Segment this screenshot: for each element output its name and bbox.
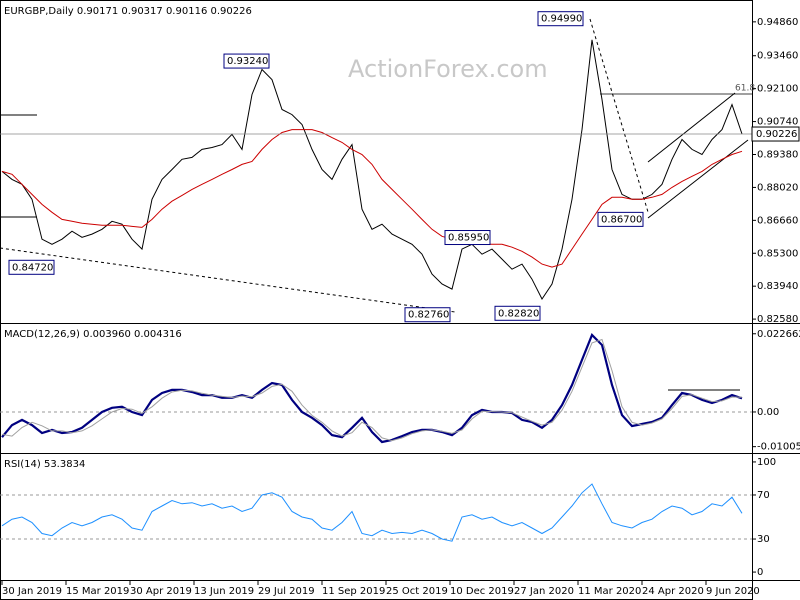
annotation-box xyxy=(494,305,541,321)
y-tick-label: -0.010052 xyxy=(757,442,800,453)
y-tick-label: 70 xyxy=(757,490,770,501)
y-tick-label: 0.00 xyxy=(757,407,779,418)
channel-line xyxy=(647,139,749,219)
annotation-label: 0.94990 xyxy=(541,14,582,25)
x-tick-label: 13 Jun 2019 xyxy=(194,586,254,597)
y-tick-label: 0.88020 xyxy=(757,182,798,193)
x-tick-label: 11 Sep 2019 xyxy=(322,586,385,597)
annotation-label: 0.85950 xyxy=(448,233,489,244)
annotation-box xyxy=(223,53,270,69)
current-price-box xyxy=(751,126,800,142)
channel-line xyxy=(647,92,736,163)
y-tick-label: 0.86660 xyxy=(757,215,798,226)
x-tick-label: 27 Jan 2020 xyxy=(514,586,574,597)
y-tick-label: 0 xyxy=(757,567,763,578)
x-tick-label: 25 Oct 2019 xyxy=(386,586,448,597)
plot-frame xyxy=(0,0,753,600)
annotation-label: 0.82820 xyxy=(498,308,539,319)
y-tick-label: 30 xyxy=(757,534,770,545)
y-tick-label: 0.82580 xyxy=(757,314,798,325)
panel-title: EURGBP,Daily 0.90171 0.90317 0.90116 0.9… xyxy=(4,6,252,17)
annotation-label: 0.82760 xyxy=(408,310,449,321)
y-tick-label: 0.022662 xyxy=(757,329,800,340)
x-tick-label: 15 Mar 2019 xyxy=(66,586,129,597)
trend-line xyxy=(0,247,456,313)
annotation-box xyxy=(8,259,55,275)
y-tick-label: 0.83940 xyxy=(757,281,798,292)
panel-title: MACD(12,26,9) 0.003960 0.004316 xyxy=(4,329,182,340)
annotation-label: 0.86700 xyxy=(601,214,642,225)
annotation-box xyxy=(444,230,491,246)
annotation-label: 0.84720 xyxy=(12,262,53,273)
y-tick-label: 100 xyxy=(757,457,776,468)
annotation-label: 0.93240 xyxy=(227,56,268,67)
y-tick-label: 0.94860 xyxy=(757,17,798,28)
series-line xyxy=(1,338,742,442)
annotation-box xyxy=(404,307,451,323)
panel-title: RSI(14) 53.3834 xyxy=(4,459,85,470)
fibonacci-label: 61.8 xyxy=(735,84,755,94)
series-line xyxy=(1,483,743,542)
x-tick-label: 29 Jul 2019 xyxy=(258,586,315,597)
y-tick-label: 0.89380 xyxy=(757,149,798,160)
y-tick-label: 0.90740 xyxy=(757,117,798,128)
annotation-box xyxy=(537,11,584,27)
series-line xyxy=(1,129,743,268)
y-tick-label: 0.93460 xyxy=(757,51,798,62)
x-tick-label: 30 Jan 2019 xyxy=(2,586,62,597)
y-tick-label: 0.92100 xyxy=(757,84,798,95)
x-tick-label: 11 Mar 2020 xyxy=(578,586,641,597)
series-line xyxy=(1,39,743,300)
x-tick-label: 24 Apr 2020 xyxy=(642,586,704,597)
y-tick-label: 0.85300 xyxy=(757,248,798,259)
x-tick-label: 9 Jun 2020 xyxy=(706,586,760,597)
x-tick-label: 30 Apr 2019 xyxy=(130,586,192,597)
current-price-label: 0.90226 xyxy=(756,129,797,140)
watermark: ActionForex.com xyxy=(348,55,548,83)
x-tick-label: 10 Dec 2019 xyxy=(450,586,514,597)
annotation-box xyxy=(597,211,644,227)
